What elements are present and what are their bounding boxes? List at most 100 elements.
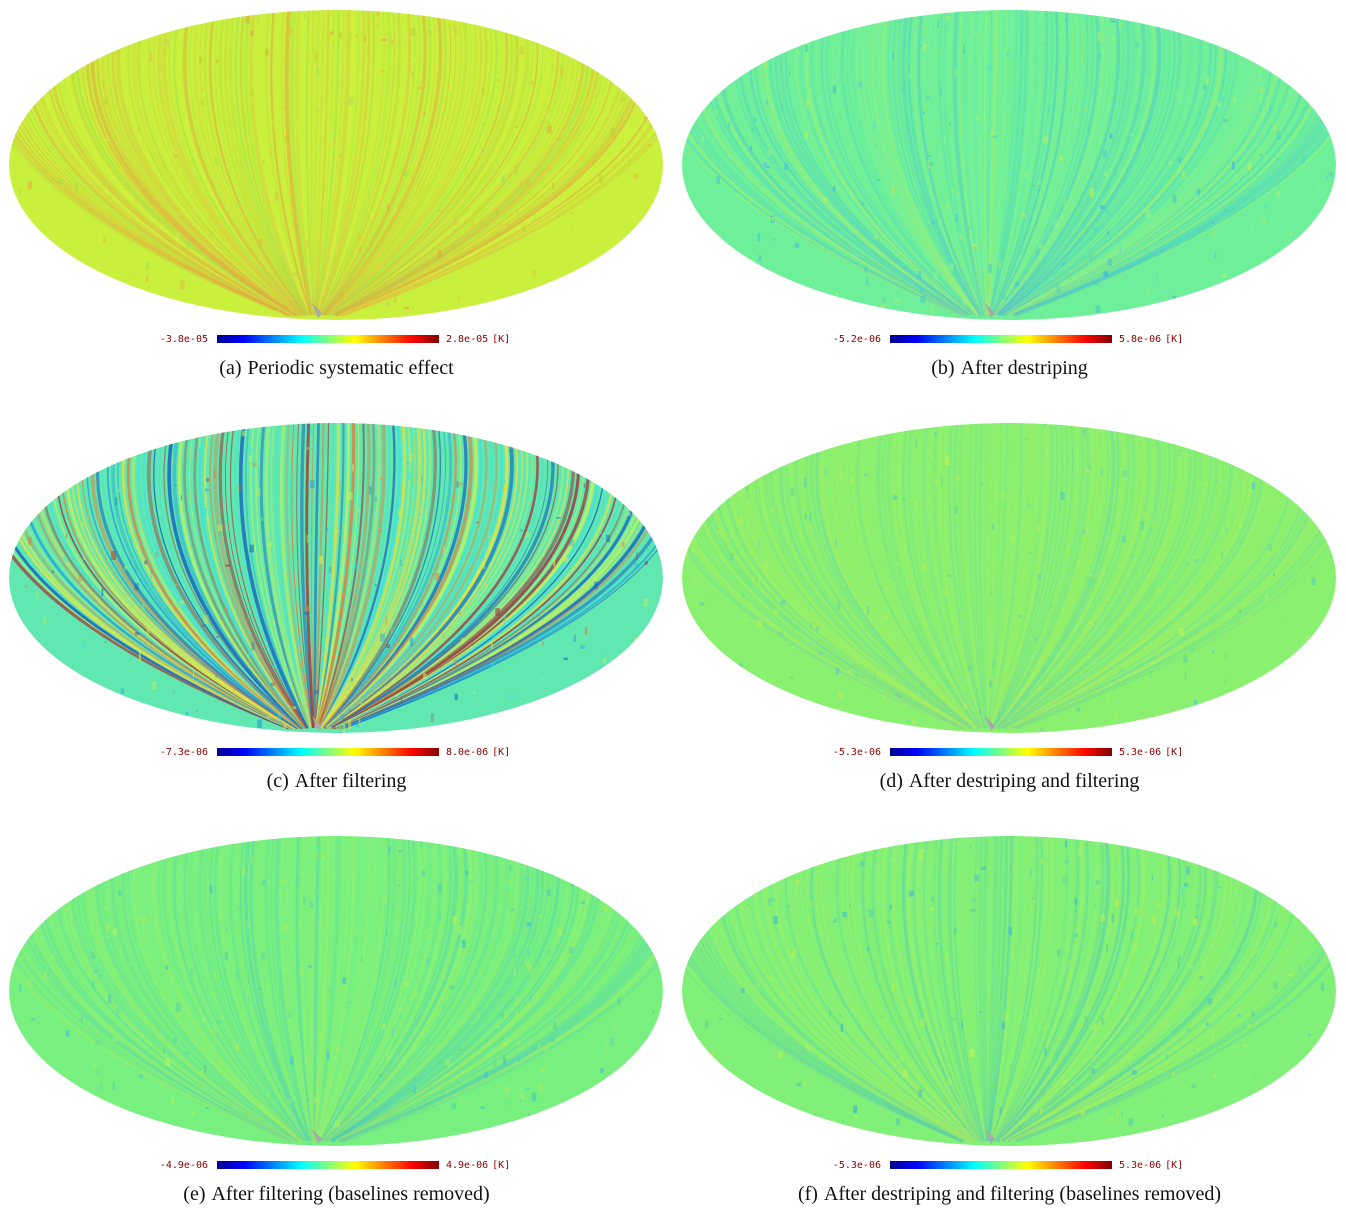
sky-noise [1313,1057,1316,1064]
sky-noise [306,534,309,543]
sky-noise [689,713,692,723]
sky-stripe [318,423,387,729]
sky-stripe [682,10,965,317]
sky-noise [692,1107,696,1114]
colorbar-d: -5.3e-06 5.3e-06 [K] [673,746,1346,760]
sky-noise [143,652,145,655]
sky-noise [248,650,252,656]
masked-region [312,303,322,318]
caption-e: (e) After filtering (baselines removed) [183,1183,490,1205]
sky-noise [1124,453,1129,457]
sky-stripe [968,836,988,1142]
sky-noise [790,676,794,679]
sky-noise [519,528,523,532]
sky-noise [381,1024,386,1029]
sky-noise [471,218,474,225]
sky-noise [1125,1018,1130,1025]
sky-stripe [682,836,964,1142]
colorbar-max-f: 5.3e-06 [K] [1119,1160,1184,1171]
sky-noise [355,720,360,727]
sky-stripe [826,423,976,729]
sky-stripe [998,423,1140,729]
sky-stripe [218,836,309,1143]
sky-stripe [1015,10,1336,317]
sky-stripe [947,10,987,316]
sky-noise [809,622,812,629]
sky-noise [1302,154,1306,164]
sky-noise [163,1048,165,1054]
sky-stripe [168,10,304,316]
sky-stripe [153,423,303,729]
sky-noise [1216,101,1222,107]
sky-noise [1044,43,1046,45]
sky-stripe [318,10,392,316]
sky-noise [32,939,37,943]
sky-noise [757,232,761,242]
sky-stripe [1003,836,1196,1142]
sky-noise [294,1144,298,1146]
sky-noise [167,42,169,46]
sky-noise [223,607,229,613]
sky-noise [747,495,750,499]
sky-stripe [314,836,341,1142]
sky-noise [853,87,857,90]
sky-stripe [163,836,304,1142]
sky-noise [627,1101,631,1105]
sky-stripe [310,423,315,729]
sky-noise [407,472,411,480]
sky-stripe [953,836,986,1142]
sky-noise [570,228,573,231]
sky-noise [248,162,251,165]
sky-noise [1309,480,1311,488]
sky-noise [787,905,790,907]
sky-noise [1062,262,1065,266]
colorbar-b: -5.2e-06 5.8e-06 [K] [673,333,1346,347]
mollweide-map-e [9,836,663,1146]
sky-stripe [9,10,290,317]
sky-noise [307,965,313,968]
sky-noise [222,839,224,844]
sky-noise [437,309,439,313]
sky-stripe [244,423,310,729]
sky-stripe [9,836,291,1143]
sky-stripe [886,423,982,730]
sky-stripe [968,423,987,729]
sky-noise [805,99,810,109]
sky-noise [1133,623,1135,627]
sky-stripe [332,836,549,1142]
sky-noise [791,952,796,958]
sky-noise [472,1051,474,1055]
sky-noise [348,491,353,501]
sky-noise [784,163,788,171]
sky-noise [572,727,574,733]
sky-noise [732,443,738,450]
sky-stripe [989,423,1034,729]
sky-stripe [856,423,979,729]
sky-noise [497,545,501,547]
sky-stripe [810,10,975,316]
sky-stripe [933,423,985,729]
sky-noise [969,458,975,463]
sky-noise [376,10,380,16]
sky-stripe [1003,836,1212,1143]
sky-noise [134,196,138,205]
sky-stripe [682,423,964,729]
sky-noise [599,911,603,913]
sky-noise [628,451,630,457]
sky-noise [758,541,760,550]
sky-noise [928,154,932,157]
sky-noise [974,31,978,35]
sky-noise [1257,29,1259,35]
sky-noise [320,919,324,927]
sky-stripe [197,836,308,1143]
sky-noise [364,36,367,42]
sky-stripe [224,836,309,1142]
sky-noise [1165,1054,1168,1060]
sky-noise [875,178,881,182]
sky-noise [699,602,705,606]
sky-noise [896,562,901,565]
sky-noise [391,1028,393,1036]
sky-noise [360,701,362,705]
sky-noise [223,158,227,161]
sky-noise [1178,955,1181,960]
